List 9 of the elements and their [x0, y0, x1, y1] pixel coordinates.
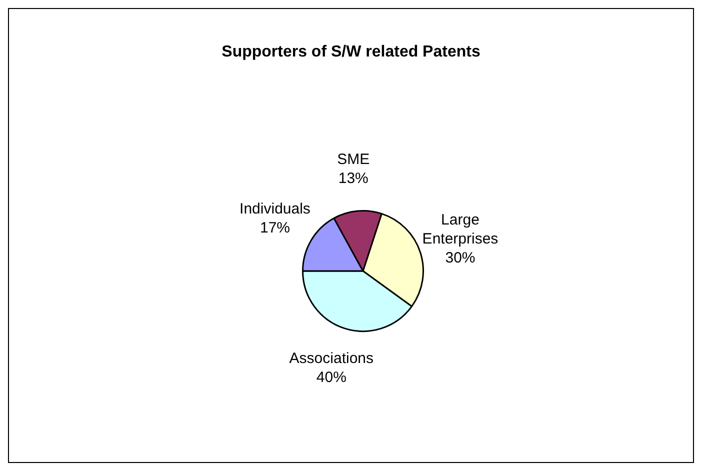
chart-title: Supporters of S/W related Patents	[222, 43, 480, 60]
slice-label: Associations	[289, 350, 374, 367]
data-label: 13%	[338, 170, 368, 187]
slice-label: Large Enterprises	[422, 212, 498, 248]
slice-label: SME	[337, 150, 370, 168]
data-label: 40%	[316, 368, 346, 386]
data-label: 30%	[445, 250, 476, 267]
data-label: 17%	[260, 220, 290, 237]
slice-label: Individuals	[240, 200, 310, 218]
